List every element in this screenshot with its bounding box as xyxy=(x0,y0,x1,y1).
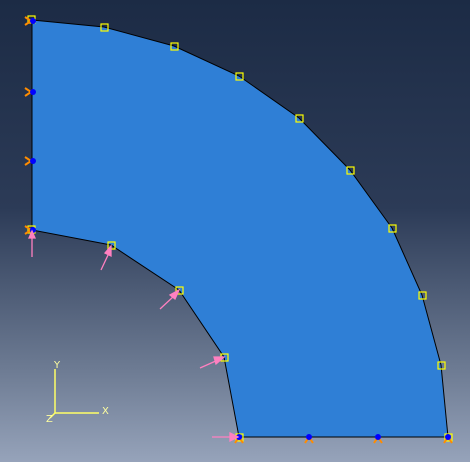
seed-marker xyxy=(444,433,453,442)
bottom-edge-boundary-symbols xyxy=(234,434,453,444)
y-axis-label: Y xyxy=(53,360,61,371)
seed-marker xyxy=(295,114,304,123)
load-arrow xyxy=(199,356,226,369)
seed-marker xyxy=(175,286,184,295)
load-arrow xyxy=(100,244,112,271)
load-arrow xyxy=(159,288,181,310)
seed-marker xyxy=(388,224,397,233)
seed-marker xyxy=(346,166,355,175)
load-arrow xyxy=(212,431,240,443)
bc-symbol xyxy=(24,16,36,26)
seed-marker xyxy=(418,291,427,300)
seed-marker xyxy=(170,42,179,51)
seed-marker xyxy=(100,23,109,32)
pressure-load-arrows xyxy=(28,229,240,443)
seed-marker xyxy=(235,72,244,81)
bc-symbol xyxy=(304,434,314,444)
quarter-ring-part[interactable] xyxy=(31,19,449,438)
z-axis-line xyxy=(49,412,56,419)
x-axis-label: X xyxy=(102,406,109,417)
bc-symbol xyxy=(443,434,453,444)
load-arrow xyxy=(28,229,36,257)
coordinate-triad: X Y Z xyxy=(46,360,109,425)
bc-symbol xyxy=(24,87,36,97)
bc-symbol xyxy=(373,434,383,444)
seed-marker xyxy=(437,361,446,370)
bc-symbol xyxy=(24,156,36,166)
z-axis-label: Z xyxy=(46,414,53,425)
